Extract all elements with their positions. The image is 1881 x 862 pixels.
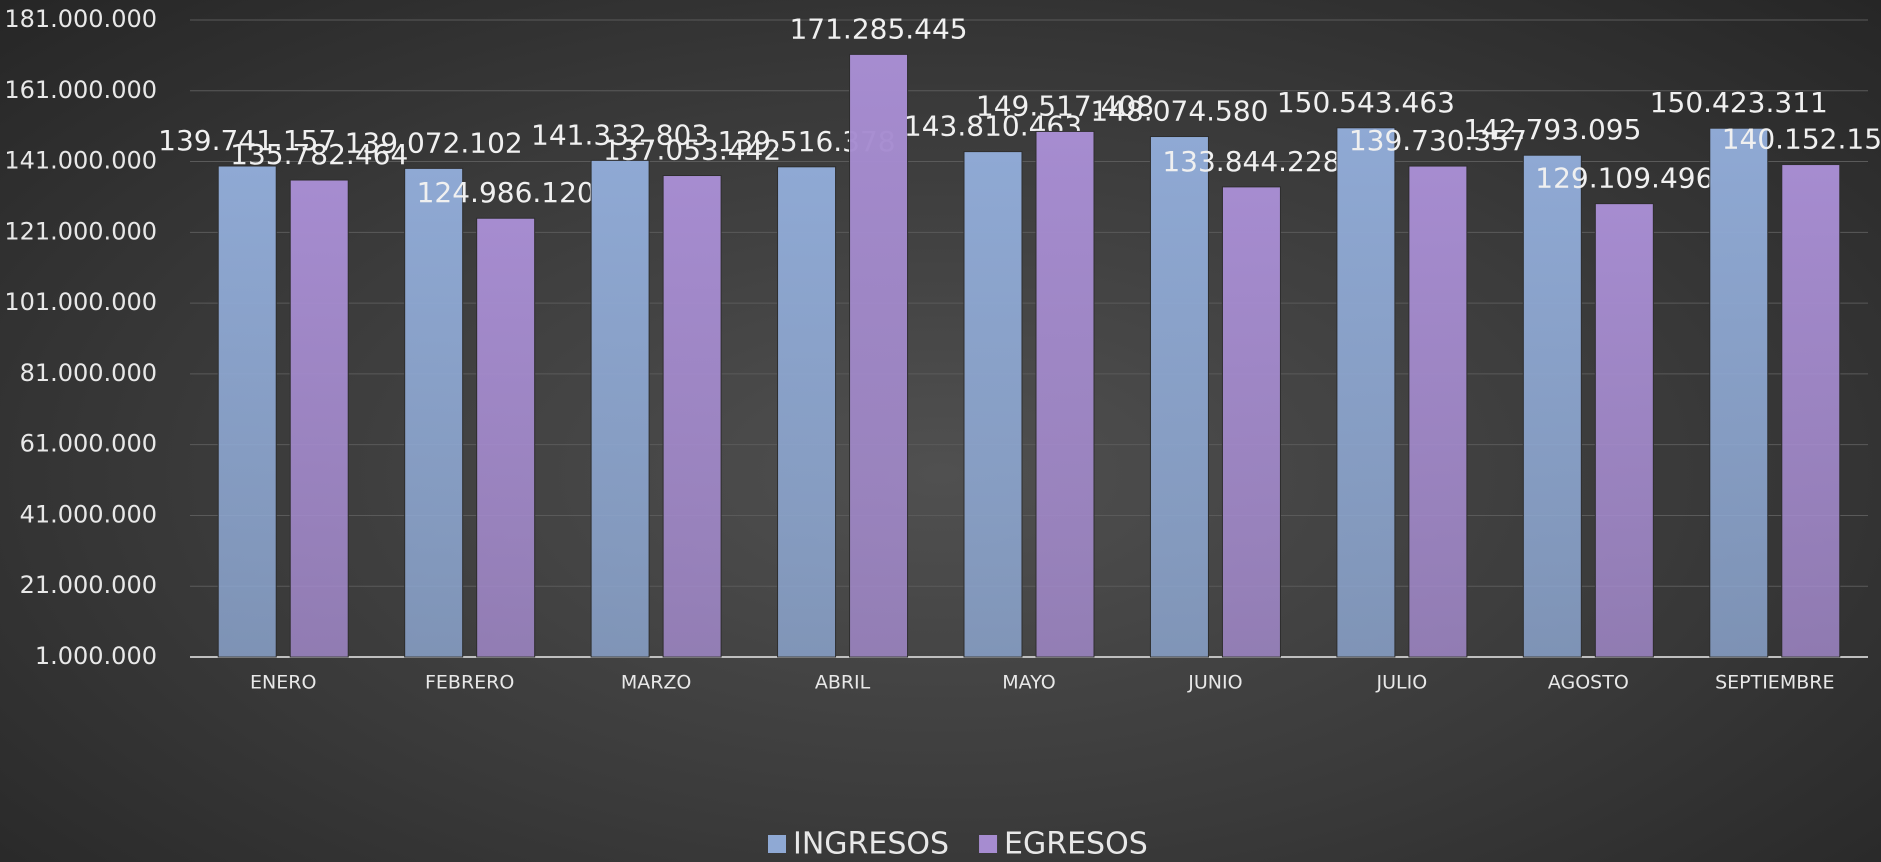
data-label: 135.782.464 <box>230 138 408 171</box>
x-tick-label: ABRIL <box>815 672 871 694</box>
x-tick-label: MAYO <box>1002 672 1055 694</box>
legend-label: INGRESOS <box>793 827 949 862</box>
data-label: 139.741.157 <box>158 124 336 157</box>
x-tick-label: AGOSTO <box>1548 672 1629 694</box>
bar <box>1594 203 1654 658</box>
bar <box>590 159 650 658</box>
bar <box>1522 154 1582 658</box>
bar <box>777 166 837 658</box>
x-tick-label: SEPTIEMBRE <box>1715 672 1834 694</box>
data-label: 139.730.357 <box>1349 124 1527 157</box>
bar <box>476 217 536 658</box>
bar <box>963 151 1023 658</box>
y-tick-label: 181.000.000 <box>4 5 157 33</box>
y-tick-label: 161.000.000 <box>4 76 157 104</box>
data-label: 133.844.228 <box>1162 145 1340 178</box>
bar <box>1408 165 1468 658</box>
bar <box>1709 127 1769 658</box>
data-label: 140.152.151 <box>1722 123 1881 156</box>
legend-label: EGRESOS <box>1004 827 1148 862</box>
y-tick-label: 1.000.000 <box>35 642 157 670</box>
x-tick-label: JUNIO <box>1187 672 1242 694</box>
bar <box>1221 186 1281 658</box>
y-tick-label: 101.000.000 <box>4 288 157 316</box>
bar <box>217 165 277 658</box>
y-tick-label: 41.000.000 <box>20 500 157 528</box>
bar <box>1035 130 1095 658</box>
data-label: 137.053.442 <box>603 134 781 167</box>
y-tick-label: 141.000.000 <box>4 147 157 175</box>
y-tick-label: 21.000.000 <box>20 571 157 599</box>
data-label: 171.285.445 <box>789 12 967 45</box>
legend-swatch <box>979 835 998 853</box>
y-tick-label: 61.000.000 <box>20 430 157 458</box>
data-label: 150.543.463 <box>1277 86 1455 119</box>
data-label: 124.986.120 <box>417 176 595 209</box>
legend-swatch <box>768 835 786 853</box>
bar <box>849 53 909 658</box>
y-tick-label: 121.000.000 <box>4 217 157 245</box>
data-label: 148.074.580 <box>1090 95 1268 128</box>
x-tick-label: ENERO <box>250 672 316 694</box>
y-tick-label: 81.000.000 <box>20 359 157 387</box>
data-label: 149.517.408 <box>976 89 1154 122</box>
bar <box>289 179 349 658</box>
data-label: 142.793.095 <box>1463 113 1641 146</box>
x-tick-label: FEBRERO <box>425 672 514 694</box>
data-label: 139.072.102 <box>345 126 523 159</box>
bar <box>1149 136 1209 658</box>
x-tick-label: MARZO <box>621 672 692 694</box>
bar <box>662 175 722 658</box>
x-tick-label: JULIO <box>1376 672 1428 694</box>
data-label: 150.423.311 <box>1650 86 1828 119</box>
data-label: 129.109.496 <box>1535 162 1713 195</box>
bar <box>1781 164 1841 658</box>
bar <box>1336 127 1396 658</box>
data-label: 141.332.803 <box>531 118 709 151</box>
bar <box>404 167 464 658</box>
